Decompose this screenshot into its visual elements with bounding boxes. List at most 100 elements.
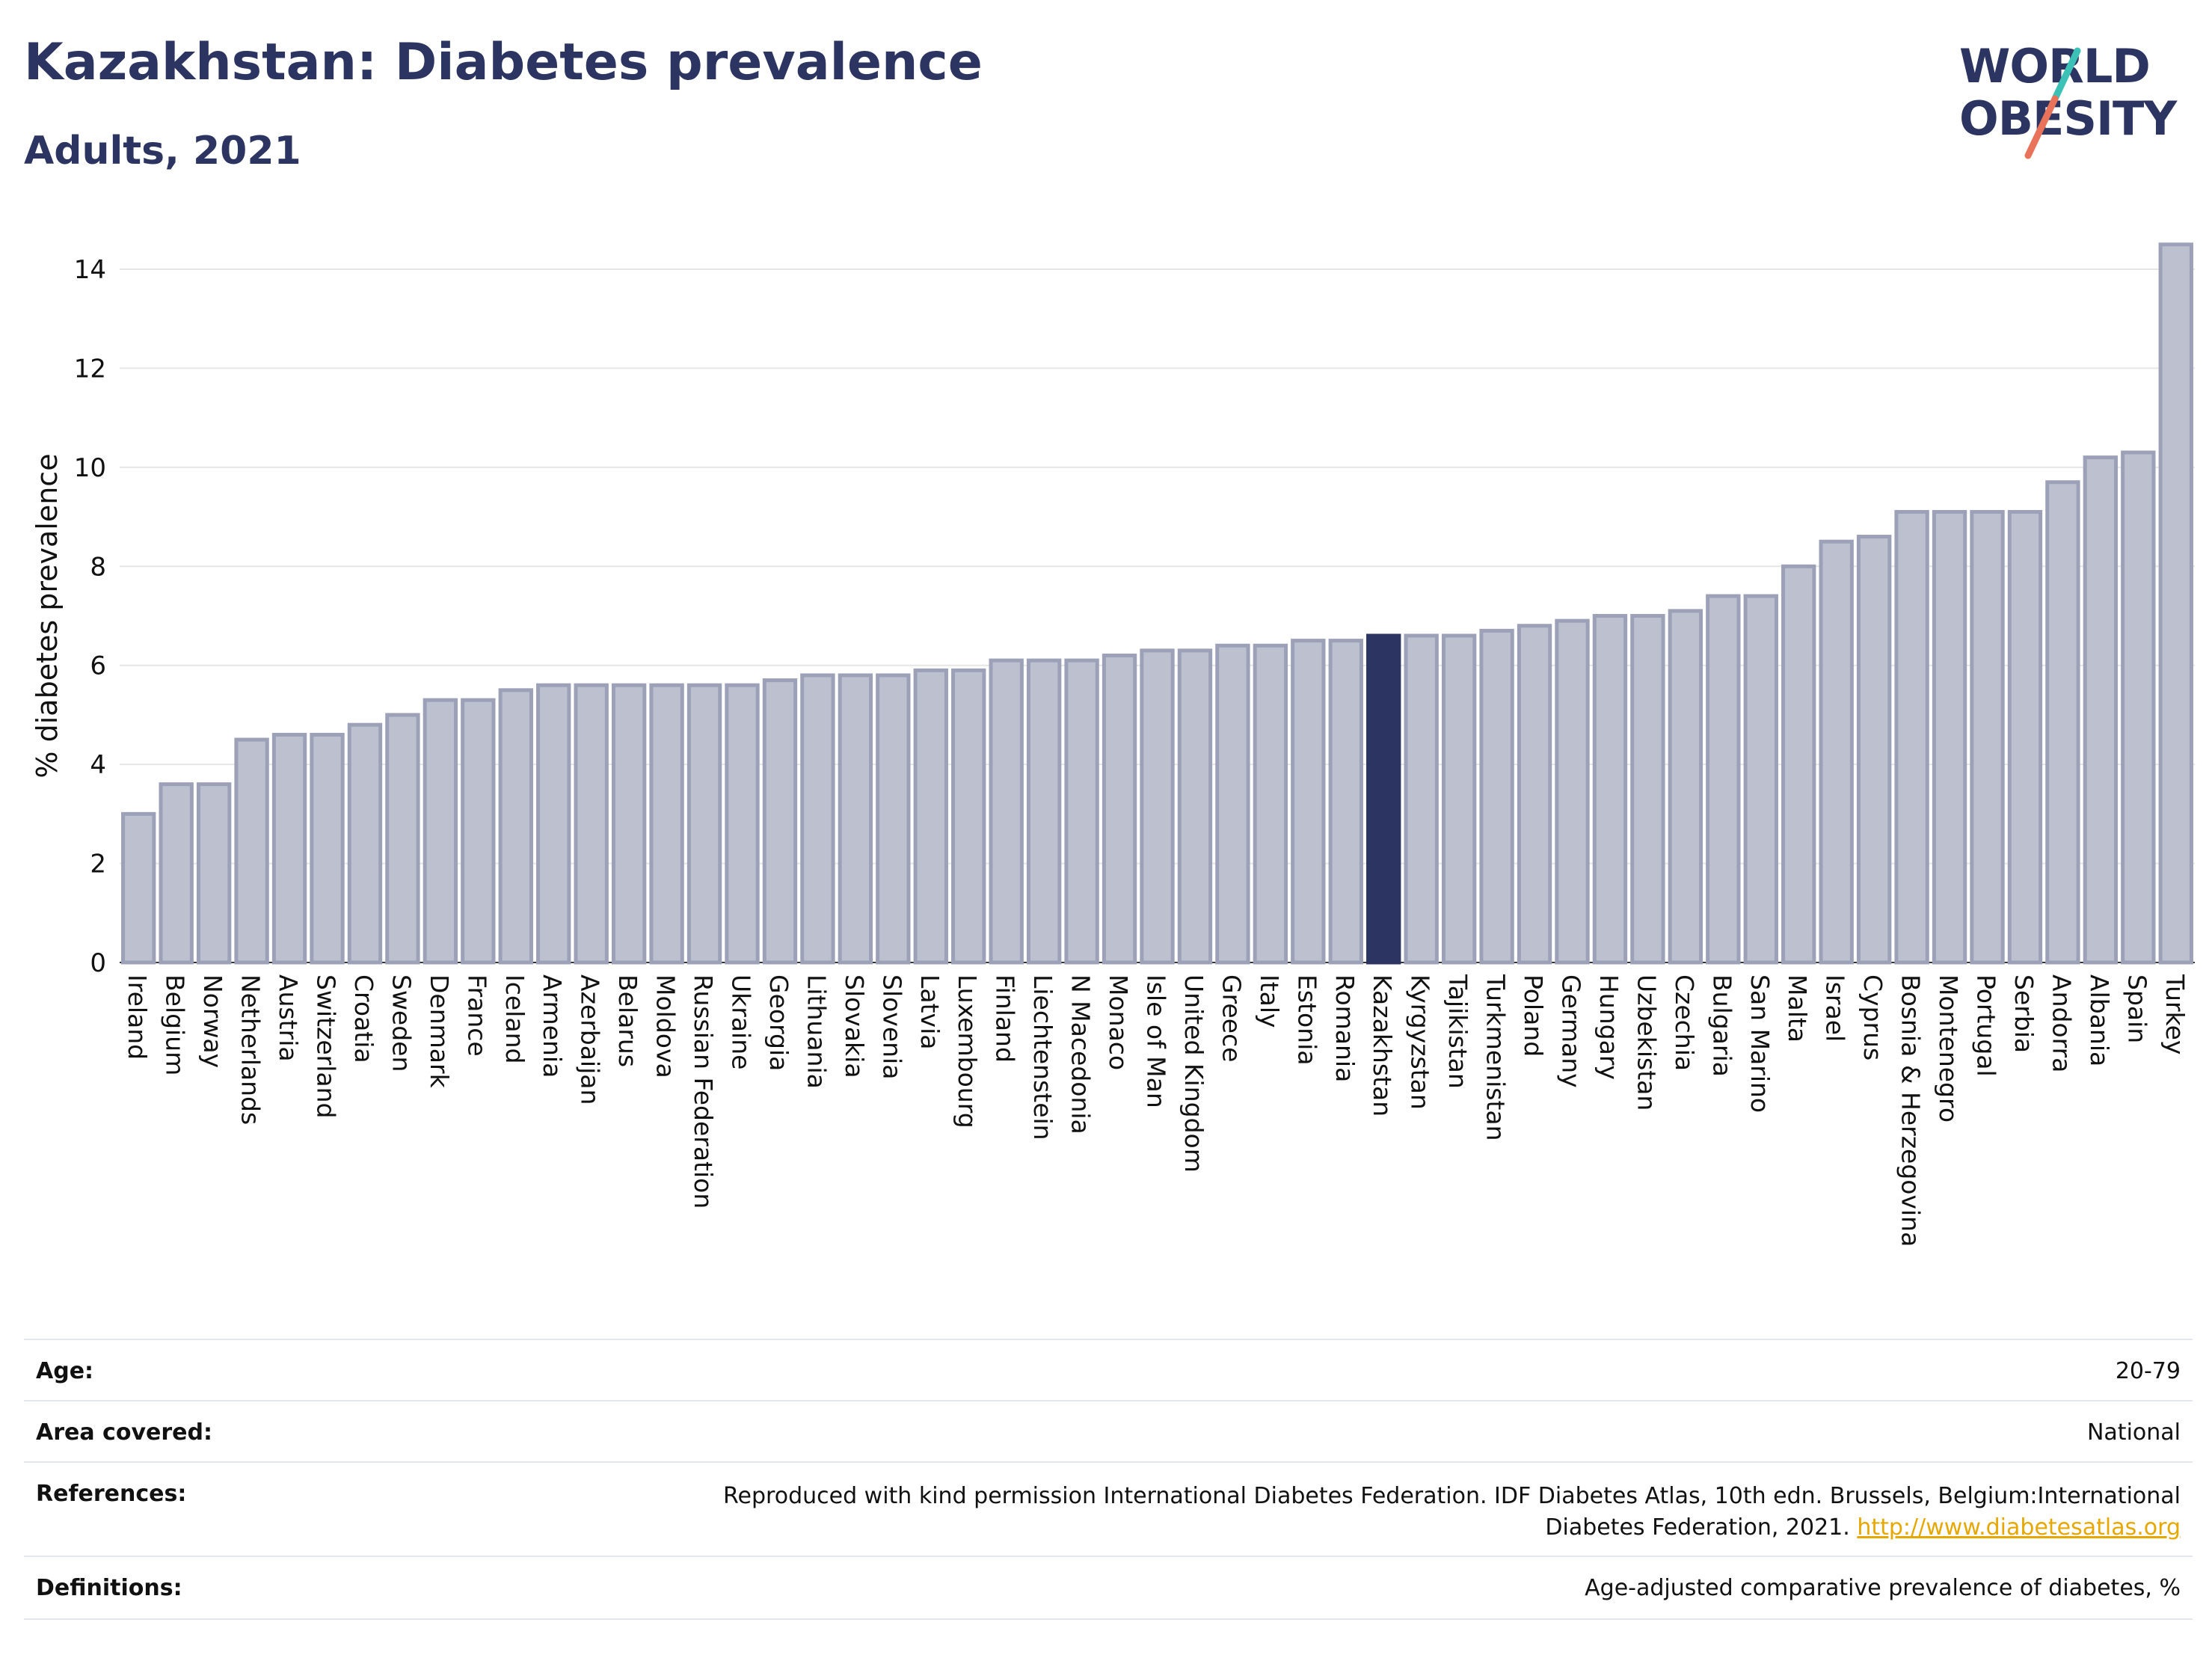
bar-moldova[interactable] bbox=[649, 683, 684, 965]
bar-denmark[interactable] bbox=[423, 698, 458, 965]
x-tick-label: Moldova bbox=[651, 974, 681, 1078]
bar-croatia[interactable] bbox=[347, 722, 383, 965]
x-tick-label: Poland bbox=[1519, 974, 1548, 1057]
info-row-area: Area covered: National bbox=[24, 1400, 2193, 1463]
bar-italy[interactable] bbox=[1253, 643, 1288, 965]
bar-united-kingdom[interactable] bbox=[1177, 648, 1213, 965]
bar-liechtenstein[interactable] bbox=[1026, 658, 1062, 965]
x-tick-label: Luxembourg bbox=[953, 974, 982, 1129]
x-tick-label: Kyrgyzstan bbox=[1406, 974, 1435, 1110]
y-tick-label: 4 bbox=[90, 750, 106, 780]
x-tick-label: Monaco bbox=[1104, 974, 1133, 1070]
info-row-age: Age: 20-79 bbox=[24, 1339, 2193, 1401]
x-tick-label: Switzerland bbox=[312, 974, 341, 1119]
bar-latvia[interactable] bbox=[913, 668, 948, 965]
info-row-definitions: Definitions: Age-adjusted comparative pr… bbox=[24, 1556, 2193, 1620]
bar-switzerland[interactable] bbox=[310, 732, 345, 965]
bar-romania[interactable] bbox=[1328, 639, 1363, 965]
bar-germany[interactable] bbox=[1555, 618, 1590, 965]
bar-netherlands[interactable] bbox=[234, 737, 269, 965]
bar-estonia[interactable] bbox=[1291, 639, 1326, 965]
bar-belgium[interactable] bbox=[159, 782, 194, 965]
bar-armenia[interactable] bbox=[536, 683, 571, 965]
bar-czechia[interactable] bbox=[1668, 609, 1703, 965]
bar-andorra[interactable] bbox=[2045, 480, 2080, 965]
logo-line1: WORLD bbox=[1959, 39, 2151, 93]
x-axis-labels: Ireland Belgium Norway Netherlands Austria Sw… bbox=[123, 974, 2190, 1247]
x-tick-label: Serbia bbox=[2009, 974, 2039, 1053]
x-tick-label: Isle of Man bbox=[1142, 974, 1171, 1108]
bar-israel[interactable] bbox=[1819, 539, 1854, 965]
bar-ukraine[interactable] bbox=[725, 683, 760, 965]
bar-greece[interactable] bbox=[1215, 643, 1250, 965]
bar-ireland[interactable] bbox=[121, 811, 156, 965]
bar-turkey[interactable] bbox=[2158, 242, 2193, 965]
bar-poland[interactable] bbox=[1517, 624, 1552, 965]
bar-montenegro[interactable] bbox=[1932, 509, 1967, 965]
bar-bosnia-herzegovina[interactable] bbox=[1894, 509, 1929, 965]
bar-austria[interactable] bbox=[271, 732, 307, 965]
bar-chart: 0 2 4 6 8 10 12 14 Ireland Belgium Norway Netherla… bbox=[31, 242, 2195, 1247]
x-tick-label: Georgia bbox=[764, 974, 793, 1071]
x-tick-label: Latvia bbox=[915, 974, 944, 1049]
bar-isle-of-man[interactable] bbox=[1140, 648, 1175, 965]
area-label: Area covered: bbox=[36, 1419, 212, 1446]
bar-spain[interactable] bbox=[2121, 450, 2156, 965]
diabetesatlas-link[interactable]: http://www.diabetesatlas.org bbox=[1857, 1514, 2181, 1541]
x-tick-label: Cyprus bbox=[1858, 974, 1887, 1060]
bar-tajikistan[interactable] bbox=[1441, 633, 1477, 965]
x-tick-label: Kazakhstan bbox=[1368, 974, 1397, 1117]
bar-finland[interactable] bbox=[989, 658, 1024, 965]
y-axis-label: % diabetes prevalence bbox=[31, 453, 64, 778]
bar-n-macedonia[interactable] bbox=[1064, 658, 1099, 965]
bar-georgia[interactable] bbox=[762, 678, 798, 965]
logo-slash-icon bbox=[2024, 47, 2081, 159]
bar-hungary[interactable] bbox=[1592, 614, 1628, 965]
bar-azerbaijan[interactable] bbox=[574, 683, 609, 965]
x-tick-label: Norway bbox=[198, 974, 227, 1068]
x-tick-label: Ireland bbox=[123, 974, 152, 1060]
bar-malta[interactable] bbox=[1781, 564, 1816, 965]
bar-monaco[interactable] bbox=[1102, 653, 1137, 965]
bar-belarus[interactable] bbox=[611, 683, 647, 965]
bar-bulgaria[interactable] bbox=[1706, 594, 1741, 965]
x-tick-label: Montenegro bbox=[1934, 974, 1963, 1123]
x-tick-label: Czechia bbox=[1670, 974, 1699, 1071]
x-tick-label: Netherlands bbox=[236, 974, 265, 1125]
bar-san-marino[interactable] bbox=[1743, 594, 1778, 965]
bar-kyrgyzstan[interactable] bbox=[1404, 633, 1439, 965]
age-value: 20-79 bbox=[2115, 1358, 2181, 1384]
bar-albania[interactable] bbox=[2083, 455, 2119, 965]
x-tick-label: Lithuania bbox=[802, 974, 831, 1089]
x-tick-label: Liechtenstein bbox=[1028, 974, 1057, 1140]
logo-line2: OBESITY bbox=[1959, 91, 2177, 146]
x-tick-label: Croatia bbox=[349, 974, 378, 1063]
bar-sweden[interactable] bbox=[385, 713, 420, 965]
bar-iceland[interactable] bbox=[498, 688, 533, 965]
x-tick-label: Germany bbox=[1557, 974, 1586, 1088]
x-tick-label: Azerbaijan bbox=[576, 974, 605, 1105]
bar-kazakhstan[interactable] bbox=[1366, 633, 1401, 965]
x-tick-label: San Marino bbox=[1745, 974, 1775, 1113]
x-tick-label: N Macedonia bbox=[1066, 974, 1096, 1134]
bar-cyprus[interactable] bbox=[1856, 535, 1892, 965]
bar-slovakia[interactable] bbox=[838, 673, 873, 965]
bar-portugal[interactable] bbox=[1970, 509, 2005, 965]
x-tick-label: Sweden bbox=[387, 974, 416, 1072]
bar-russian-federation[interactable] bbox=[686, 683, 722, 965]
bar-france[interactable] bbox=[461, 698, 496, 965]
bar-uzbekistan[interactable] bbox=[1630, 614, 1665, 965]
y-tick-label: 6 bbox=[90, 651, 106, 681]
x-tick-label: Malta bbox=[1783, 974, 1812, 1043]
references-line2: Diabetes Federation, 2021. bbox=[1545, 1514, 1858, 1541]
bar-slovenia[interactable] bbox=[876, 673, 911, 965]
world-obesity-logo[interactable]: WORLD OBESITY bbox=[1944, 30, 2199, 165]
bar-norway[interactable] bbox=[196, 782, 232, 965]
info-row-references: References: Reproduced with kind permiss… bbox=[24, 1461, 2193, 1557]
bar-turkmenistan[interactable] bbox=[1479, 628, 1514, 965]
bar-lithuania[interactable] bbox=[800, 673, 835, 965]
age-label: Age: bbox=[36, 1358, 94, 1384]
x-tick-label: Iceland bbox=[500, 974, 529, 1063]
bar-luxembourg[interactable] bbox=[951, 668, 986, 965]
bar-serbia[interactable] bbox=[2007, 509, 2043, 965]
